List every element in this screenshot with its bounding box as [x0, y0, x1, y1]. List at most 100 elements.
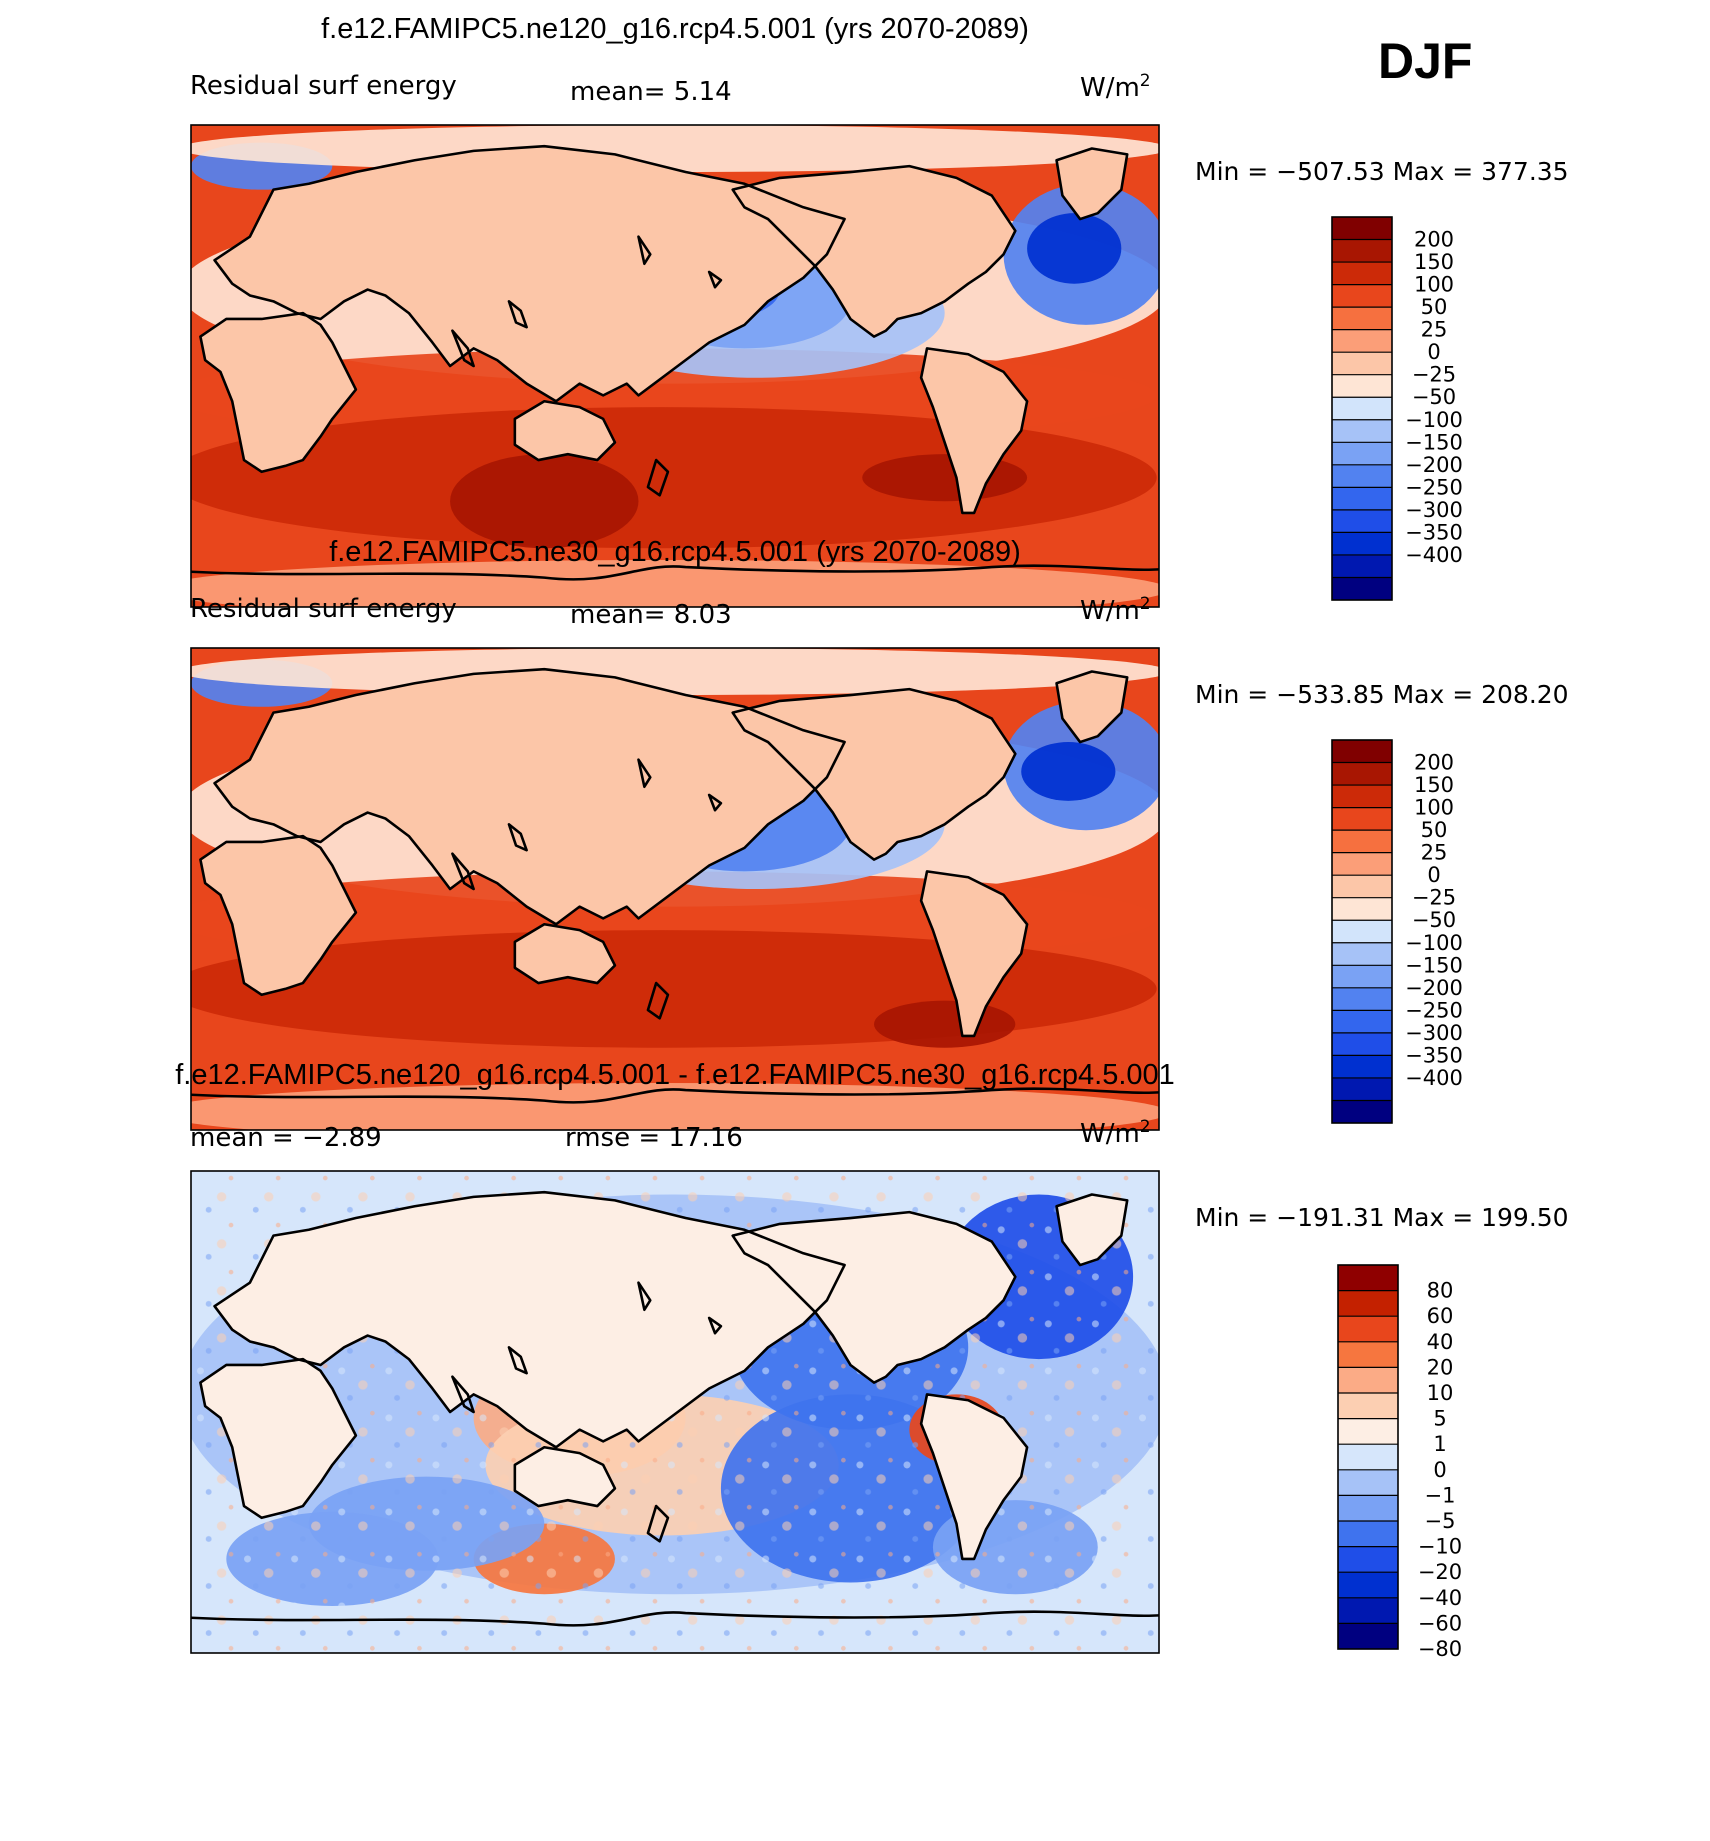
colorbar-tick-label: −250 [1405, 475, 1463, 499]
colorbar-swatch [1332, 785, 1392, 809]
colorbar-swatch [1332, 920, 1392, 944]
colorbar-swatch [1338, 1418, 1398, 1445]
panel-title: f.e12.FAMIPC5.ne30_g16.rcp4.5.001 (yrs 2… [329, 536, 1021, 568]
contour-region [1027, 213, 1122, 284]
units-label: W/m2 [1080, 71, 1151, 103]
colorbar-tick-label: −50 [1412, 908, 1456, 932]
land-fill [200, 669, 1128, 1036]
min-max-label: Min = −507.53 Max = 377.35 [1195, 157, 1569, 186]
min-max-label: Min = −533.85 Max = 208.20 [1195, 680, 1569, 709]
colorbar-swatch [1332, 987, 1392, 1011]
colorbar-swatch [1332, 897, 1392, 921]
colorbar-tick-label: −100 [1405, 931, 1463, 955]
map-frame [190, 647, 1160, 1131]
panel-2: f.e12.FAMIPC5.ne30_g16.rcp4.5.001 (yrs 2… [190, 536, 1569, 1131]
panel-3: f.e12.FAMIPC5.ne120_g16.rcp4.5.001 - f.e… [175, 1059, 1568, 1661]
colorbar-tick-label: −40 [1418, 1586, 1462, 1610]
colorbar-tick-label: 100 [1414, 273, 1454, 297]
colorbar-swatch [1338, 1469, 1398, 1496]
colorbar-tick-label: 0 [1433, 1458, 1446, 1482]
min-max-label: Min = −191.31 Max = 199.50 [1195, 1203, 1569, 1232]
colorbar-swatch [1338, 1597, 1398, 1624]
colorbar-swatch [1332, 1032, 1392, 1056]
colorbar-tick-label: −400 [1405, 1066, 1463, 1090]
colorbar-swatch [1332, 942, 1392, 966]
colorbar-swatch [1338, 1572, 1398, 1599]
colorbar-swatch [1332, 464, 1392, 488]
colorbar-tick-label: 0 [1427, 340, 1440, 364]
colorbar-swatch [1332, 554, 1392, 578]
colorbar-tick-label: −400 [1405, 543, 1463, 567]
colorbar-swatch [1332, 965, 1392, 989]
colorbar-swatch [1332, 1100, 1392, 1124]
rmse-stat: rmse = 17.16 [565, 1123, 743, 1153]
mean-stat: mean = −2.89 [190, 1123, 382, 1153]
colorbar-swatch [1332, 807, 1392, 831]
colorbar-tick-label: 5 [1433, 1407, 1446, 1431]
colorbar-tick-label: 150 [1414, 773, 1454, 797]
colorbar-tick-label: 60 [1427, 1304, 1454, 1328]
colorbar-tick-label: 50 [1421, 818, 1448, 842]
colorbar-tick-label: 0 [1427, 863, 1440, 887]
colorbar-tick-label: 1 [1433, 1432, 1446, 1456]
land-fill [200, 1192, 1128, 1559]
colorbar-tick-label: −350 [1405, 520, 1463, 544]
colorbar-tick-label: 20 [1427, 1355, 1454, 1379]
colorbar-tick-label: −10 [1418, 1535, 1462, 1559]
panel-1: f.e12.FAMIPC5.ne120_g16.rcp4.5.001 (yrs … [190, 13, 1569, 608]
contour-region [191, 125, 1160, 173]
colorbar-swatch [1332, 852, 1392, 876]
colorbar-tick-label: −1 [1425, 1483, 1456, 1507]
colorbar-tick-label: −5 [1425, 1509, 1456, 1533]
map-frame [190, 1170, 1160, 1654]
mean-stat: mean= 5.14 [570, 77, 732, 107]
colorbar-tick-label: 100 [1414, 796, 1454, 820]
colorbar-swatch [1332, 352, 1392, 376]
colorbar-swatch [1332, 419, 1392, 443]
colorbar-swatch [1332, 577, 1392, 601]
panel-title: f.e12.FAMIPC5.ne120_g16.rcp4.5.001 - f.e… [175, 1059, 1175, 1091]
colorbar-swatch [1338, 1521, 1398, 1548]
colorbar-tick-label: −200 [1405, 453, 1463, 477]
colorbar-swatch [1332, 509, 1392, 533]
season-label: DJF [1378, 33, 1472, 89]
colorbar-swatch [1338, 1495, 1398, 1522]
colorbar-swatch [1332, 1010, 1392, 1034]
colorbar-tick-label: 25 [1421, 318, 1448, 342]
contour-region [874, 1000, 1016, 1048]
colorbar-tick-label: 25 [1421, 841, 1448, 865]
colorbar-swatch [1338, 1393, 1398, 1420]
mean-stat: mean= 8.03 [570, 600, 732, 630]
colorbar-tick-label: 80 [1427, 1279, 1454, 1303]
colorbar-tick-label: −25 [1412, 363, 1456, 387]
contour-region [862, 454, 1028, 502]
colorbar-tick-label: −60 [1418, 1611, 1462, 1635]
colorbar-tick-label: −80 [1418, 1637, 1462, 1661]
colorbar-swatch [1332, 1055, 1392, 1079]
contour-region [191, 648, 1160, 696]
colorbar-tick-label: −25 [1412, 886, 1456, 910]
colorbar-swatch [1338, 1265, 1398, 1292]
colorbar-swatch [1332, 329, 1392, 353]
colorbar-tick-label: −50 [1412, 385, 1456, 409]
colorbar-swatch [1338, 1367, 1398, 1394]
colorbar-swatch [1332, 284, 1392, 308]
colorbar-tick-label: −300 [1405, 1021, 1463, 1045]
colorbar-swatch [1332, 374, 1392, 398]
colorbar-tick-label: −150 [1405, 430, 1463, 454]
colorbar-swatch [1332, 239, 1392, 263]
colorbar-swatch [1338, 1341, 1398, 1368]
colorbar-swatch [1332, 532, 1392, 556]
colorbar: 20015010050250−25−50−100−150−200−250−300… [1331, 739, 1463, 1124]
colorbar-tick-label: 200 [1414, 751, 1454, 775]
colorbar-swatch [1338, 1623, 1398, 1650]
panel-title: f.e12.FAMIPC5.ne120_g16.rcp4.5.001 (yrs … [321, 13, 1029, 45]
colorbar-tick-label: −250 [1405, 998, 1463, 1022]
map-frame [190, 124, 1160, 608]
colorbar-swatch [1338, 1546, 1398, 1573]
colorbar-swatch [1338, 1444, 1398, 1471]
colorbar-swatch [1332, 217, 1392, 241]
colorbar-tick-label: −20 [1418, 1560, 1462, 1584]
